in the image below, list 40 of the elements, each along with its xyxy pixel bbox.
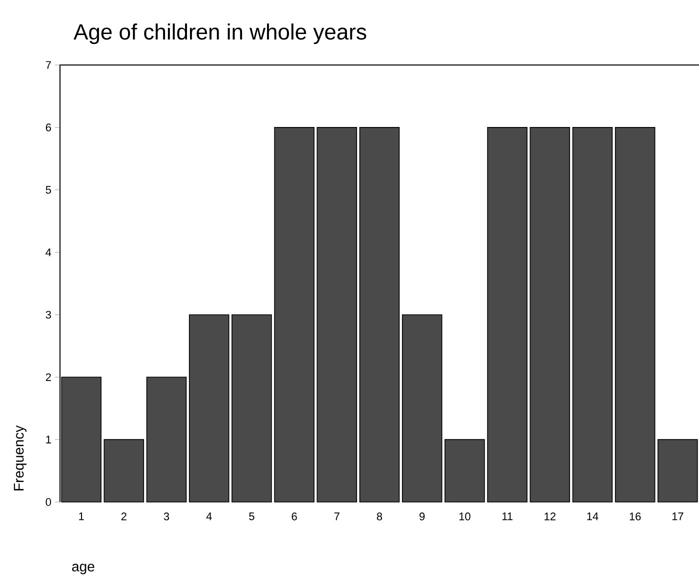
bar xyxy=(572,127,613,502)
bar xyxy=(530,127,570,502)
x-tick-label: 11 xyxy=(502,512,512,520)
y-tick-label: 4 xyxy=(46,248,52,256)
bar xyxy=(444,439,485,502)
x-tick-label: 7 xyxy=(334,512,340,520)
bar xyxy=(188,314,230,502)
bar xyxy=(359,127,400,502)
x-axis-title: age xyxy=(72,564,94,574)
y-tick-label: 3 xyxy=(46,310,51,319)
y-tick-label: 5 xyxy=(46,186,51,194)
bar xyxy=(316,127,358,502)
y-tick-label: 1 xyxy=(46,436,51,444)
bar xyxy=(487,127,528,502)
y-tick-label: 2 xyxy=(46,373,51,381)
y-tick-label: 7 xyxy=(46,61,51,69)
x-tick-label: 16 xyxy=(630,512,641,520)
x-tick-label: 9 xyxy=(420,512,425,520)
y-tick-label: 6 xyxy=(46,124,51,132)
x-tick-label: 3 xyxy=(164,512,170,520)
x-tick-label: 2 xyxy=(121,512,126,520)
bar xyxy=(232,314,272,502)
x-tick-label: 4 xyxy=(206,512,212,520)
y-tick-label: 0 xyxy=(46,498,52,506)
x-tick-label: 8 xyxy=(376,512,382,520)
x-tick-label: 10 xyxy=(459,512,470,520)
y-axis-title: Frequency xyxy=(14,425,26,490)
bar xyxy=(146,376,187,502)
bar xyxy=(614,127,656,502)
x-tick-label: 1 xyxy=(79,512,84,520)
x-tick-label: 12 xyxy=(544,512,556,520)
x-tick-label: 5 xyxy=(249,512,254,520)
x-tick-label: 17 xyxy=(672,512,684,520)
chart-title: Age of children in whole years xyxy=(74,24,366,44)
bar xyxy=(658,439,698,502)
bar xyxy=(402,314,442,502)
x-tick-label: 14 xyxy=(587,512,598,520)
bar xyxy=(104,439,144,502)
x-tick-label: 6 xyxy=(292,512,297,520)
bar xyxy=(274,127,314,502)
